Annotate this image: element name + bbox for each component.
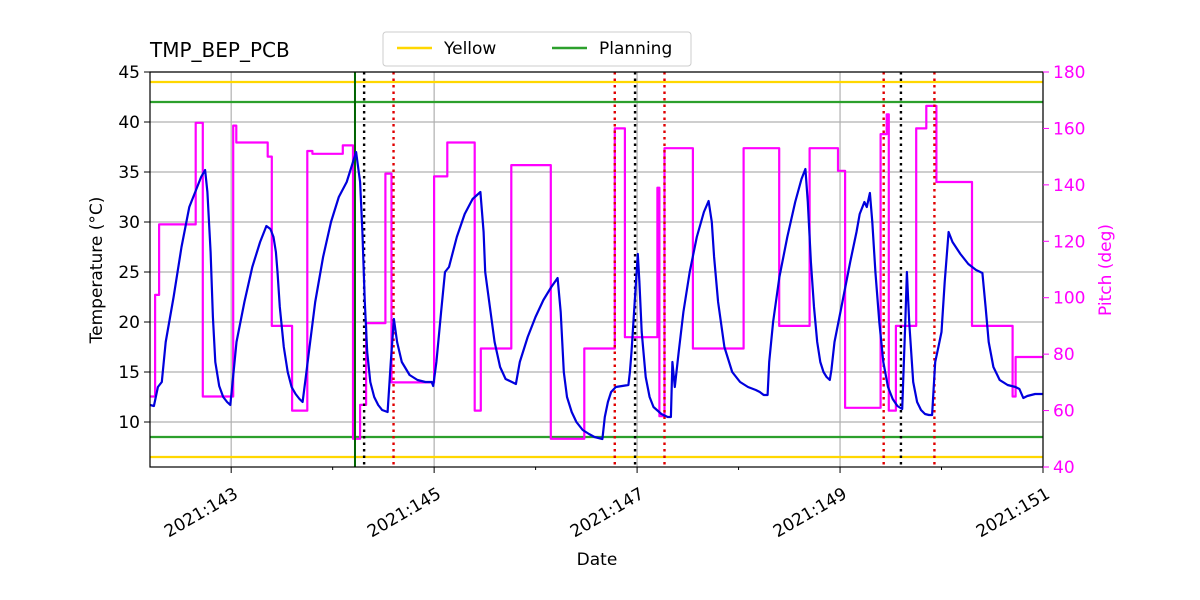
y2-tick-label: 180 <box>1053 63 1085 83</box>
y2-axis-label: Pitch (deg) <box>1096 224 1116 316</box>
y-tick-label: 40 <box>118 113 140 133</box>
y2-tick-label: 80 <box>1053 345 1075 365</box>
temperature-series <box>150 150 1043 441</box>
y-tick-label: 30 <box>118 213 140 233</box>
pitch-series <box>150 104 1043 440</box>
y2-tick-label: 160 <box>1053 119 1085 139</box>
plot-frame <box>149 71 1044 468</box>
y-tick-label: 25 <box>118 263 140 283</box>
y2-tick-label: 120 <box>1053 232 1085 252</box>
temperature-line <box>150 150 1043 441</box>
chart-title: TMP_BEP_PCB <box>149 38 290 62</box>
legend-label-yellow: Yellow <box>443 39 496 59</box>
x-axis-label: Date <box>577 550 618 570</box>
y2-tick-label: 60 <box>1053 402 1075 422</box>
pitch-line <box>150 104 1043 440</box>
event-lines <box>353 72 936 467</box>
y-tick-label: 35 <box>118 163 140 183</box>
y2-tick-label: 40 <box>1053 458 1075 478</box>
legend-box <box>382 31 692 67</box>
y-tick-label: 20 <box>118 313 140 333</box>
legend-label-planning: Planning <box>599 39 672 59</box>
y-tick-label: 45 <box>118 63 140 83</box>
y-axis-label: Temperature (°C) <box>87 197 107 345</box>
y-tick-label: 15 <box>118 363 140 383</box>
y2-tick-label: 100 <box>1053 289 1085 309</box>
legend: Yellow Planning <box>382 31 692 67</box>
y2-tick-label: 140 <box>1053 176 1085 196</box>
y-tick-label: 10 <box>118 413 140 433</box>
